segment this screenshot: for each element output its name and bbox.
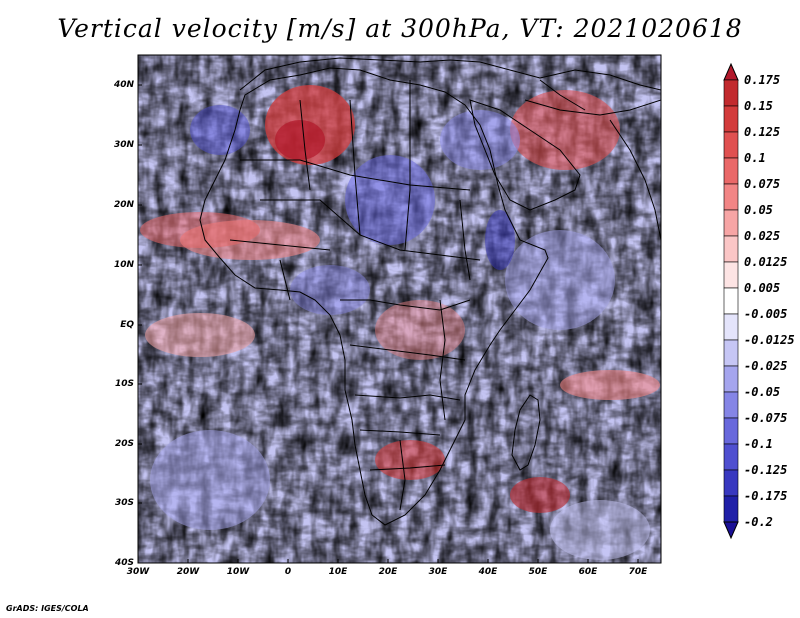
colorbar-level-label: -0.05 <box>744 385 781 399</box>
colorbar-level-label: 0.175 <box>744 73 781 87</box>
colorbar-level-label: 0.025 <box>744 229 781 243</box>
colorbar-level-label: 0.005 <box>744 281 781 295</box>
chart-title: Vertical velocity [m/s] at 300hPa, VT: 2… <box>57 14 743 43</box>
lon-label-40e: 40E <box>478 567 498 577</box>
colorbar-level-label: 0.15 <box>744 99 773 113</box>
lon-label-0: 0 <box>284 567 292 577</box>
lat-label-30s: 30S <box>114 498 134 508</box>
colorbar-level-label: -0.175 <box>744 489 788 503</box>
colorbar-level-label: -0.125 <box>744 463 788 477</box>
colorbar-level-label: 0.075 <box>744 177 781 191</box>
lat-label-30n: 30N <box>113 140 134 150</box>
colorbar-level-label: 0.0125 <box>744 255 788 269</box>
lat-label-10s: 10S <box>114 379 134 389</box>
lon-label-10e: 10E <box>328 567 348 577</box>
lat-label-10n: 10N <box>113 260 134 270</box>
map-frame <box>137 54 662 564</box>
colorbar-level-label: -0.0125 <box>744 333 795 347</box>
lon-label-30w: 30W <box>126 567 150 577</box>
colorbar-level-label: -0.2 <box>744 515 773 529</box>
lon-label-20e: 20E <box>378 567 398 577</box>
lat-label-40s: 40S <box>114 558 134 568</box>
colorbar-level-label: -0.1 <box>744 437 773 451</box>
lon-label-30e: 30E <box>428 567 448 577</box>
lon-label-50e: 50E <box>528 567 548 577</box>
colorbar-level-label: -0.005 <box>744 307 788 321</box>
colorbar-level-label: -0.025 <box>744 359 788 373</box>
lat-label-40n: 40N <box>113 80 134 90</box>
axis-ticks <box>137 84 639 564</box>
lon-label-70e: 70E <box>628 567 648 577</box>
colorbar-level-label: -0.075 <box>744 411 788 425</box>
colorbar-level-label: 0.1 <box>744 151 766 165</box>
credit-text: GrADS: IGES/COLA <box>6 604 89 613</box>
velocity-field <box>138 55 661 563</box>
colorbar-level-label: 0.05 <box>744 203 773 217</box>
lon-label-20w: 20W <box>176 567 200 577</box>
lat-label-20n: 20N <box>113 200 134 210</box>
coastlines <box>199 57 661 526</box>
colorbar-level-label: 0.125 <box>744 125 781 139</box>
lat-label-20s: 20S <box>114 439 134 449</box>
lon-label-60e: 60E <box>578 567 598 577</box>
lon-label-10w: 10W <box>226 567 250 577</box>
lat-label-eq: EQ <box>120 320 134 330</box>
